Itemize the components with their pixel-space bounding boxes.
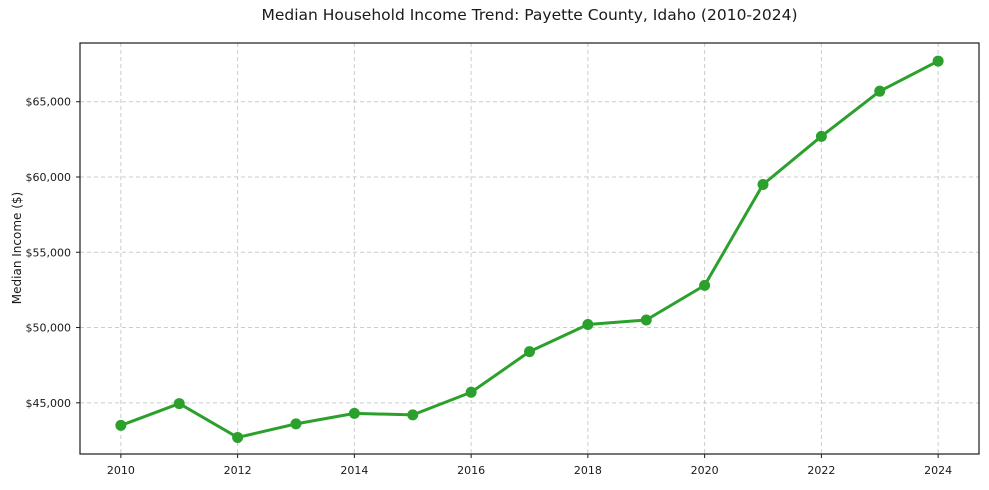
data-point-2019 bbox=[640, 314, 652, 326]
data-point-2023 bbox=[874, 85, 886, 97]
data-point-2020 bbox=[699, 279, 711, 291]
data-point-2014 bbox=[348, 407, 360, 419]
data-point-2015 bbox=[407, 409, 419, 421]
x-tick-label: 2014 bbox=[340, 464, 368, 477]
data-point-2013 bbox=[290, 418, 302, 430]
x-tick-label: 2022 bbox=[807, 464, 835, 477]
y-tick-label: $55,000 bbox=[26, 246, 72, 259]
x-tick-label: 2020 bbox=[691, 464, 719, 477]
data-point-2011 bbox=[173, 398, 185, 410]
data-point-2010 bbox=[115, 419, 127, 431]
data-point-2018 bbox=[582, 319, 594, 331]
y-tick-label: $45,000 bbox=[26, 397, 72, 410]
data-point-2024 bbox=[932, 55, 944, 67]
plot-area bbox=[80, 43, 979, 454]
data-point-2017 bbox=[524, 346, 535, 358]
data-point-2022 bbox=[815, 130, 827, 142]
data-point-2021 bbox=[757, 179, 769, 191]
x-tick-label: 2024 bbox=[924, 464, 952, 477]
y-tick-label: $50,000 bbox=[26, 322, 72, 335]
axes-spines bbox=[79, 42, 980, 455]
x-tick-label: 2010 bbox=[107, 464, 135, 477]
chart-title: Median Household Income Trend: Payette C… bbox=[261, 6, 798, 24]
x-tick-label: 2018 bbox=[574, 464, 602, 477]
y-tick-label: $60,000 bbox=[26, 171, 72, 184]
data-point-2016 bbox=[465, 386, 477, 398]
y-tick-label: $65,000 bbox=[26, 96, 72, 109]
data-point-2012 bbox=[232, 431, 244, 443]
x-tick-label: 2016 bbox=[457, 464, 485, 477]
x-tick-label: 2012 bbox=[224, 464, 252, 477]
